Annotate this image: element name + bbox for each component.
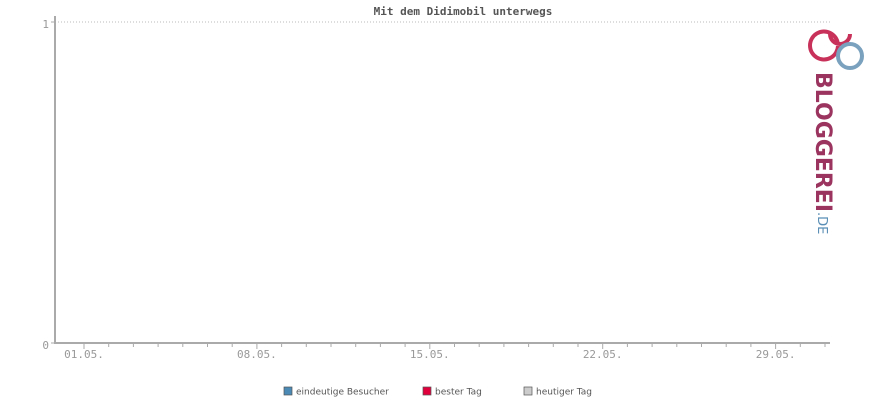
x-tick-label: 08.05. xyxy=(237,348,277,361)
legend-swatch xyxy=(523,386,533,396)
y-tick-label: 0 xyxy=(42,339,49,352)
chart-title: Mit dem Didimobil unterwegs xyxy=(374,5,553,18)
logo-text: BLOGGEREI.DE xyxy=(810,72,835,234)
x-tick-label: 22.05. xyxy=(583,348,623,361)
legend-swatch xyxy=(283,386,293,396)
logo-icon xyxy=(836,42,864,70)
y-tick-label: 1 xyxy=(42,18,49,31)
legend-label: heutiger Tag xyxy=(536,388,592,398)
logo: BLOGGEREI.DE xyxy=(808,29,864,234)
logo-suffix: .DE xyxy=(815,212,830,234)
x-tick-label: 01.05. xyxy=(64,348,104,361)
logo-text: BLOGGEREI xyxy=(810,72,835,212)
logo-icon xyxy=(808,29,852,62)
legend-label: bester Tag xyxy=(435,388,482,398)
x-tick-label: 15.05. xyxy=(410,348,450,361)
legend-swatch xyxy=(422,386,432,396)
x-tick-label: 29.05. xyxy=(756,348,796,361)
legend-label: eindeutige Besucher xyxy=(296,388,389,398)
